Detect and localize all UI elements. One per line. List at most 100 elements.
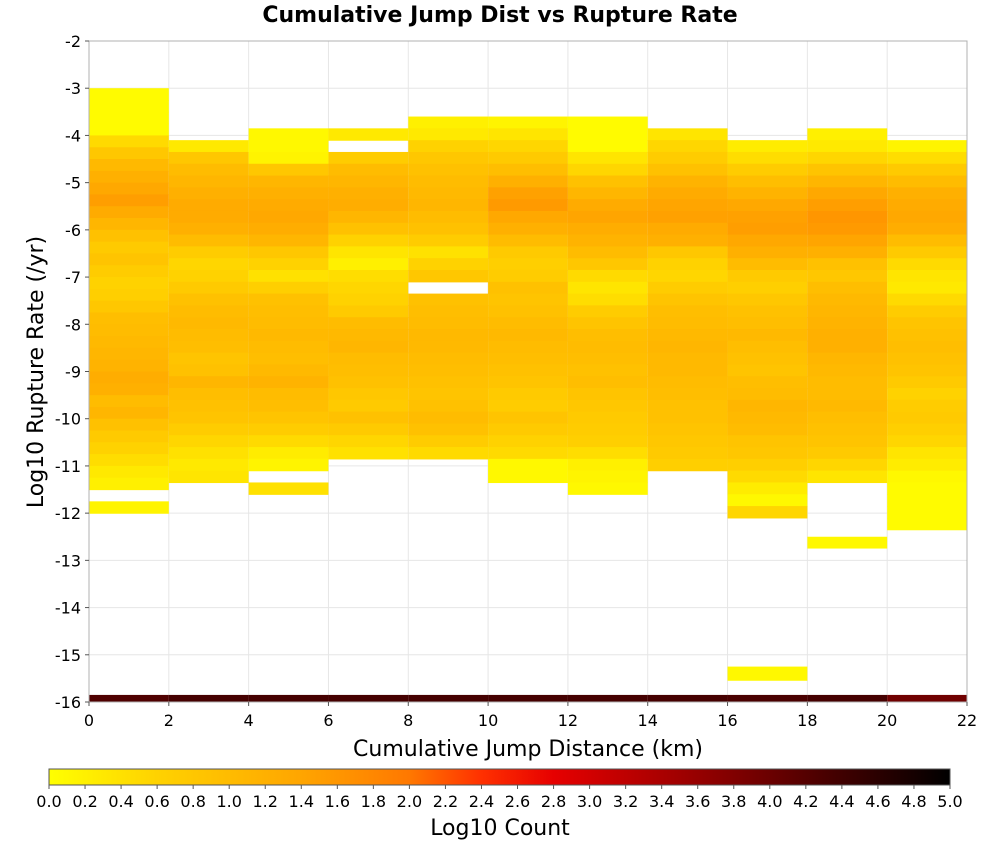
heatmap-cell	[408, 128, 489, 141]
heatmap-cell	[807, 175, 888, 188]
heatmap-cell	[567, 116, 648, 129]
heatmap-cell	[887, 329, 967, 342]
colorbar-tick-label: 2.2	[433, 792, 458, 811]
colorbar-tick-label: 3.4	[649, 792, 674, 811]
heatmap-cell	[887, 222, 967, 236]
heatmap-cell	[89, 159, 169, 172]
heatmap-cell	[727, 423, 808, 436]
heatmap-cell	[727, 175, 808, 188]
heatmap-cell	[887, 517, 967, 531]
heatmap-cell	[408, 340, 489, 354]
y-tick-label: -2	[65, 32, 81, 51]
colorbar-tick-label: 0.0	[36, 792, 61, 811]
heatmap-cell	[328, 234, 409, 247]
heatmap-cell	[887, 317, 967, 330]
heatmap-cell	[567, 329, 648, 342]
heatmap-cell	[248, 128, 329, 141]
heatmap-cell	[89, 182, 169, 196]
heatmap-cell	[567, 234, 648, 247]
heatmap-cell	[887, 494, 967, 507]
heatmap-cell	[328, 411, 409, 425]
heatmap-cell	[168, 293, 249, 306]
heatmap-cell	[328, 352, 409, 366]
heatmap-cell	[647, 376, 728, 389]
heatmap-cell	[89, 430, 169, 443]
heatmap-cell	[488, 423, 568, 436]
heatmap-cell	[328, 128, 409, 141]
heatmap-cell	[89, 170, 169, 184]
heatmap-cell	[647, 447, 728, 460]
heatmap-cell	[488, 222, 568, 236]
heatmap-cell	[89, 442, 169, 455]
heatmap-cell	[647, 246, 728, 259]
heatmap-cell	[168, 199, 249, 212]
heatmap-cell	[168, 222, 249, 236]
heatmap-cell	[567, 340, 648, 354]
heatmap-cell	[647, 163, 728, 177]
heatmap-cell	[647, 187, 728, 200]
heatmap-cell	[727, 694, 808, 702]
heatmap-cell	[807, 352, 888, 366]
heatmap-cell	[567, 293, 648, 306]
heatmap-cell	[647, 199, 728, 212]
heatmap-cell	[488, 187, 568, 200]
heatmap-cell	[807, 399, 888, 413]
heatmap-cell	[807, 293, 888, 306]
heatmap-cell	[887, 411, 967, 425]
heatmap-cell	[328, 269, 409, 283]
heatmap-cell	[89, 694, 169, 702]
heatmap-cell	[807, 269, 888, 283]
heatmap-cell	[488, 470, 568, 484]
heatmap-cell	[89, 265, 169, 278]
heatmap-cell	[248, 399, 329, 413]
heatmap-cell	[328, 340, 409, 354]
heatmap-cell	[328, 399, 409, 413]
heatmap-cell	[488, 352, 568, 366]
heatmap-cell	[807, 187, 888, 200]
heatmap-cell	[647, 694, 728, 702]
heatmap-cell	[488, 694, 568, 702]
heatmap-cell	[168, 458, 249, 472]
heatmap-cell	[488, 258, 568, 271]
heatmap-cell	[328, 246, 409, 259]
heatmap-cell	[647, 269, 728, 283]
heatmap-cell	[727, 435, 808, 448]
heatmap-cell	[567, 151, 648, 165]
heatmap-cell	[168, 246, 249, 259]
heatmap-cell	[727, 470, 808, 484]
heatmap-cell	[887, 305, 967, 318]
heatmap-cell	[567, 246, 648, 259]
heatmap-cell	[647, 388, 728, 401]
heatmap-cell	[887, 482, 967, 495]
heatmap-cell	[488, 116, 568, 129]
x-tick-label: 16	[717, 711, 737, 730]
heatmap-cell	[89, 111, 169, 125]
heatmap-cell	[727, 447, 808, 460]
heatmap-cell	[248, 411, 329, 425]
heatmap-cell	[168, 175, 249, 188]
heatmap-cell	[567, 222, 648, 236]
heatmap-cell	[727, 163, 808, 177]
heatmap-cell	[408, 140, 489, 153]
heatmap-cell	[248, 163, 329, 177]
heatmap-cell	[727, 293, 808, 306]
heatmap-cell	[887, 388, 967, 401]
heatmap-cell	[488, 458, 568, 472]
heatmap-cell	[408, 234, 489, 247]
heatmap-cell	[89, 194, 169, 207]
heatmap-cell	[567, 210, 648, 224]
colorbar-tick-label: 3.8	[721, 792, 746, 811]
heatmap-cell	[647, 399, 728, 413]
heatmap-cell	[89, 477, 169, 491]
heatmap-cell	[248, 293, 329, 306]
heatmap-cell	[89, 135, 169, 148]
heatmap-cell	[647, 281, 728, 295]
heatmap-cell	[887, 340, 967, 354]
colorbar-tick-label: 0.2	[72, 792, 97, 811]
heatmap-cell	[567, 317, 648, 330]
heatmap-cell	[408, 364, 489, 377]
heatmap-cell	[727, 187, 808, 200]
heatmap-cell	[248, 376, 329, 389]
heatmap-cell	[168, 435, 249, 448]
